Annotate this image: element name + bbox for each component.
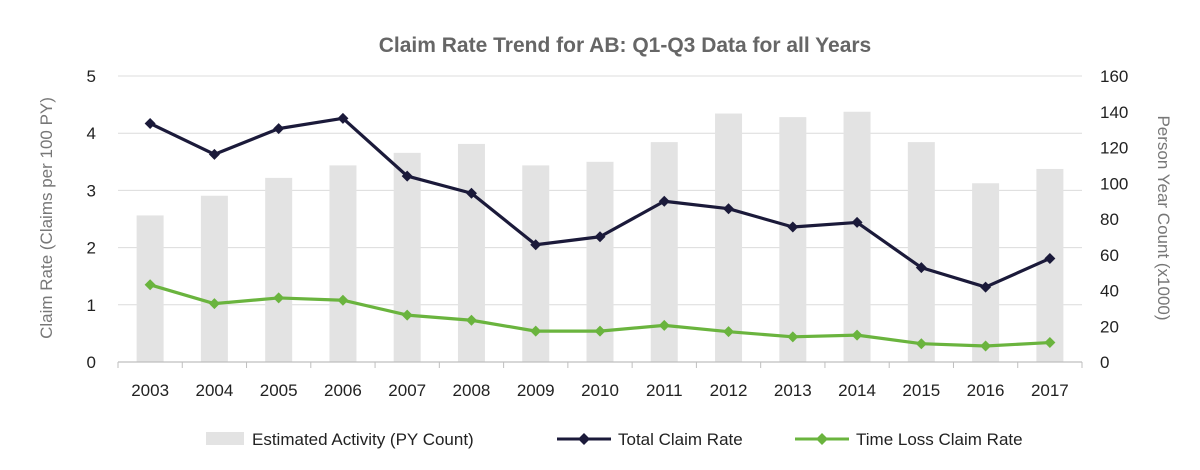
point-total-2006 [337, 112, 349, 124]
legend-marker-timeloss [816, 433, 828, 445]
point-total-2011 [658, 195, 670, 207]
x-tick-label: 2010 [581, 381, 619, 400]
point-timeloss-2011 [658, 319, 670, 331]
legend-swatch-activity [206, 432, 244, 445]
x-tick-label: 2013 [774, 381, 812, 400]
x-tick-label: 2009 [517, 381, 555, 400]
x-tick-label: 2003 [131, 381, 169, 400]
y2-tick-label: 0 [1100, 353, 1109, 372]
y-tick-label: 4 [87, 124, 96, 143]
point-total-2016 [980, 281, 992, 293]
x-tick-label: 2011 [646, 381, 683, 400]
point-timeloss-2016 [980, 340, 992, 352]
line-series [144, 112, 1056, 352]
x-tick-label: 2016 [967, 381, 1005, 400]
point-total-2008 [465, 187, 477, 199]
point-timeloss-2014 [851, 329, 863, 341]
bar-2012 [715, 113, 743, 362]
point-total-2003 [144, 117, 156, 129]
y-tick-label: 0 [87, 353, 96, 372]
point-timeloss-2009 [530, 325, 542, 337]
x-tick-label: 2015 [902, 381, 940, 400]
legend-marker-total [578, 433, 590, 445]
point-timeloss-2005 [273, 292, 285, 304]
y-tick-label: 5 [87, 67, 96, 86]
x-tick-label: 2004 [195, 381, 233, 400]
y2-tick-label: 100 [1100, 174, 1128, 193]
y-tick-label: 1 [87, 296, 96, 315]
bar-2006 [329, 165, 357, 362]
y2-tick-label: 160 [1100, 67, 1128, 86]
x-tick-label: 2007 [388, 381, 426, 400]
y2-tick-label: 140 [1100, 103, 1128, 122]
point-total-2010 [594, 231, 606, 243]
legend-label-total: Total Claim Rate [618, 430, 743, 449]
point-timeloss-2010 [594, 325, 606, 337]
point-total-2012 [723, 203, 735, 215]
y2-tick-label: 40 [1100, 282, 1119, 301]
point-total-2009 [530, 239, 542, 251]
x-tick-label: 2012 [710, 381, 748, 400]
chart-title: Claim Rate Trend for AB: Q1-Q3 Data for … [379, 34, 872, 57]
legend: Estimated Activity (PY Count) Total Claim… [206, 430, 1023, 449]
point-total-2017 [1044, 252, 1056, 264]
point-total-2007 [401, 170, 413, 182]
legend-label-timeloss: Time Loss Claim Rate [856, 430, 1023, 449]
point-total-2013 [787, 221, 799, 233]
x-tick-label: 2008 [453, 381, 491, 400]
y-axis-label: Claim Rate (Claims per 100 PY) [37, 97, 56, 339]
point-timeloss-2004 [208, 298, 220, 310]
x-tick-label: 2005 [260, 381, 298, 400]
y-tick-label: 3 [87, 181, 96, 200]
point-timeloss-2008 [465, 314, 477, 326]
bar-2005 [265, 177, 293, 362]
point-timeloss-2003 [144, 279, 156, 291]
point-timeloss-2006 [337, 294, 349, 306]
legend-label-activity: Estimated Activity (PY Count) [252, 430, 474, 449]
y2-tick-label: 20 [1100, 317, 1119, 336]
point-timeloss-2017 [1044, 337, 1056, 349]
bar-2016 [972, 183, 1000, 362]
axes: 0 1 2 3 4 5 0 20 40 60 80 100 120 140 160 2003 2004 2005 2… [87, 67, 1129, 400]
point-timeloss-2013 [787, 331, 799, 343]
point-timeloss-2007 [401, 309, 413, 321]
y2-tick-label: 60 [1100, 246, 1119, 265]
bar-2008 [457, 143, 485, 362]
bar-2004 [200, 195, 228, 362]
point-timeloss-2012 [723, 326, 735, 338]
point-total-2004 [208, 148, 220, 160]
y2-axis-label: Person Year Count (x1000) [1154, 115, 1173, 320]
x-tick-label: 2014 [838, 381, 876, 400]
bar-2017 [1036, 168, 1064, 362]
point-total-2005 [273, 123, 285, 135]
y-tick-label: 2 [87, 239, 96, 258]
point-total-2015 [915, 262, 927, 274]
bar-2014 [843, 111, 871, 362]
point-total-2014 [851, 216, 863, 228]
bar-2015 [907, 142, 935, 362]
bar-2007 [393, 152, 421, 362]
bar-2013 [779, 117, 807, 362]
x-tick-label: 2006 [324, 381, 362, 400]
point-timeloss-2015 [915, 338, 927, 350]
y2-tick-label: 80 [1100, 210, 1119, 229]
y2-tick-label: 120 [1100, 139, 1128, 158]
x-tick-label: 2017 [1031, 381, 1069, 400]
